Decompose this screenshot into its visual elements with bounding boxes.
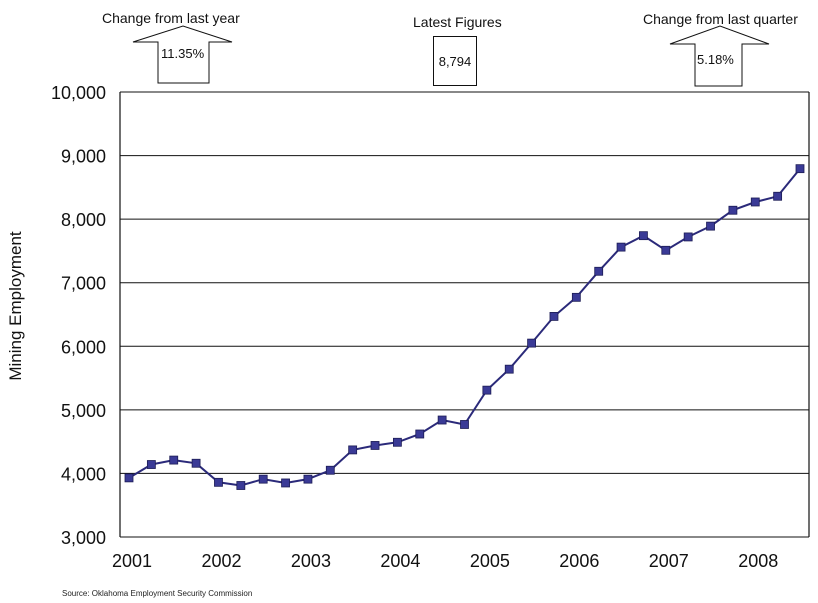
qoq-value: 5.18% (697, 52, 734, 67)
data-point (236, 481, 246, 490)
data-point (661, 245, 671, 255)
y-tick-label: 3,000 (61, 528, 106, 548)
x-tick-labels: 2001 2002 2003 2004 2005 2006 2007 2008 (112, 551, 778, 571)
y-tick-label: 5,000 (61, 401, 106, 421)
grid-lines (119, 91, 810, 538)
data-point (325, 465, 335, 475)
yoy-arrow: 11.35% (132, 25, 233, 86)
data-point (437, 415, 447, 425)
data-point (303, 474, 313, 484)
y-tick-labels: 3,000 4,000 5,000 6,000 7,000 8,000 9,000 10,00… (51, 83, 106, 548)
data-point (728, 205, 738, 215)
x-tick-label: 2002 (201, 551, 241, 571)
data-point (706, 221, 715, 231)
qoq-arrow: 5.18% (669, 25, 770, 88)
series-layer (124, 164, 805, 490)
data-point (527, 338, 536, 348)
x-tick-label: 2005 (470, 551, 510, 571)
latest-value: 8,794 (438, 53, 472, 69)
data-point (639, 231, 648, 241)
x-tick-label: 2008 (738, 551, 778, 571)
latest-label: Latest Figures (413, 14, 502, 30)
data-point (392, 437, 402, 447)
data-point (504, 364, 514, 374)
y-tick-label: 6,000 (61, 337, 106, 357)
data-point (460, 420, 469, 429)
series-line (128, 168, 801, 487)
y-tick-label: 10,000 (51, 83, 106, 103)
data-point (191, 458, 201, 468)
source-note: Source: Oklahoma Employment Security Com… (62, 589, 253, 598)
data-point (281, 478, 290, 488)
up-arrow-icon (132, 25, 233, 84)
x-tick-label: 2007 (649, 551, 689, 571)
data-point (594, 266, 604, 276)
y-tick-label: 8,000 (61, 210, 106, 230)
y-tick-label: 9,000 (61, 147, 106, 167)
y-tick-label: 4,000 (61, 464, 106, 484)
data-point (750, 197, 760, 207)
x-tick-label: 2001 (112, 551, 152, 571)
x-tick-label: 2004 (380, 551, 420, 571)
latest-value-box: 8,794 (433, 36, 477, 86)
data-point (348, 445, 358, 455)
yoy-value: 11.35% (161, 46, 205, 61)
data-point (169, 455, 179, 465)
data-point (571, 292, 581, 302)
data-point (370, 441, 380, 450)
data-point (549, 312, 559, 321)
data-point (795, 164, 805, 174)
data-point (258, 474, 268, 484)
data-point (773, 191, 783, 201)
yoy-label: Change from last year (102, 10, 240, 26)
x-tick-label: 2006 (559, 551, 599, 571)
x-tick-label: 2003 (291, 551, 331, 571)
y-tick-label: 7,000 (61, 274, 106, 294)
data-point (616, 242, 626, 252)
data-point (124, 473, 134, 483)
data-point (214, 477, 223, 487)
data-point (415, 429, 425, 439)
qoq-label: Change from last quarter (643, 11, 798, 27)
data-point (482, 385, 492, 395)
up-arrow-icon (669, 25, 770, 87)
data-point (683, 232, 693, 242)
data-point (146, 460, 156, 469)
